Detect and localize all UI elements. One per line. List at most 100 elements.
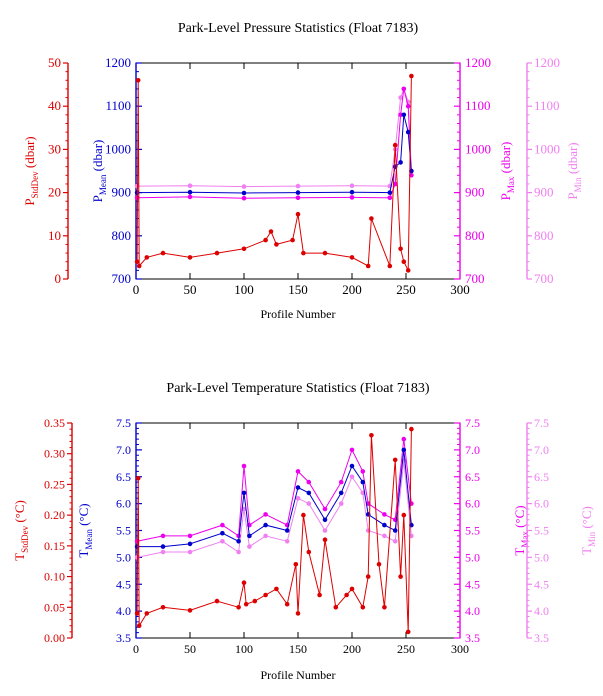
y-axis-label: PStdDev (dbar)	[22, 136, 40, 205]
y-tick-label: 3.5	[116, 631, 131, 645]
data-point	[247, 544, 252, 549]
y-tick-label: 1000	[534, 141, 560, 156]
data-point	[284, 601, 290, 607]
data-point	[290, 237, 295, 243]
y-axis-label-main: T	[76, 550, 91, 558]
y-axis-label-subscript: StdDev	[30, 171, 40, 199]
x-tick-label: 300	[450, 282, 470, 297]
data-point	[387, 263, 393, 269]
y-tick-label: 6.0	[534, 497, 549, 511]
x-tick-label: 200	[342, 282, 362, 297]
x-axis-label: Profile Number	[261, 668, 336, 682]
data-point	[369, 433, 374, 438]
data-point	[295, 496, 301, 501]
data-point	[392, 142, 398, 148]
data-point	[136, 263, 142, 269]
y-axis-label-main: P	[90, 195, 105, 202]
data-point	[401, 447, 407, 453]
data-point	[144, 255, 150, 260]
data-point	[317, 592, 322, 598]
y-tick-label: 1100	[105, 98, 131, 113]
data-point	[392, 539, 398, 544]
data-point	[241, 195, 247, 201]
data-point	[409, 426, 414, 432]
data-point	[236, 539, 241, 544]
data-point	[360, 479, 366, 485]
data-point	[382, 605, 387, 610]
y-tick-label: 1100	[534, 98, 560, 113]
x-tick-label: 150	[288, 282, 308, 297]
data-point	[187, 608, 193, 613]
y-tick-label: 4.0	[465, 604, 480, 618]
y-axis-label-main: P	[565, 192, 580, 199]
y-tick-label: 1200	[105, 55, 131, 70]
series-line	[137, 87, 412, 188]
y-tick-label: 7.5	[534, 416, 549, 430]
y-axis-label-subscript: Mean	[84, 529, 94, 550]
data-point	[187, 194, 193, 200]
data-point	[263, 592, 268, 598]
y-tick-label: 0.25	[44, 477, 65, 491]
y-tick-label: 1000	[105, 141, 131, 156]
data-point	[263, 522, 268, 528]
y-tick-label: 50	[48, 55, 61, 70]
chart-title: Park-Level Pressure Statistics (Float 71…	[178, 21, 419, 36]
y-tick-label: 30	[48, 141, 61, 156]
y-tick-label: 7.0	[534, 443, 549, 457]
data-point	[134, 611, 140, 616]
data-point	[306, 549, 312, 555]
x-tick-label: 100	[235, 642, 253, 656]
data-point	[401, 259, 407, 265]
y-tick-label: 5.5	[116, 524, 131, 538]
y-axis-label-unit: (°C)	[512, 505, 527, 531]
y-tick-label: 7.5	[116, 416, 131, 430]
y-axis-label: TStdDev (°C)	[12, 500, 30, 561]
data-point	[387, 195, 393, 201]
data-point	[382, 533, 387, 539]
data-point	[344, 592, 349, 598]
data-point	[295, 190, 301, 195]
y-axis-label-main: P	[498, 193, 513, 200]
x-tick-label: 0	[133, 642, 139, 656]
y-tick-label: 900	[465, 185, 485, 200]
data-point	[187, 189, 193, 195]
x-tick-label: 200	[343, 642, 361, 656]
data-point	[241, 580, 247, 585]
data-point	[135, 476, 141, 481]
y-tick-label: 7.0	[465, 443, 480, 457]
data-point	[401, 436, 407, 442]
y-axis-label: PMax (dbar)	[498, 142, 516, 201]
y-tick-label: 1100	[465, 98, 491, 113]
data-point	[392, 181, 398, 187]
x-tick-label: 150	[289, 642, 307, 656]
y-tick-label: 5.0	[534, 550, 549, 564]
data-point	[398, 112, 403, 118]
data-point	[338, 490, 344, 496]
y-tick-label: 800	[534, 228, 554, 243]
data-point	[136, 623, 142, 628]
data-point	[263, 512, 268, 517]
data-point	[241, 463, 247, 469]
y-tick-label: 4.5	[465, 577, 480, 591]
data-point	[252, 598, 258, 604]
data-point	[135, 78, 141, 83]
data-point	[187, 541, 193, 547]
data-point	[295, 183, 301, 189]
y-tick-label: 3.5	[465, 631, 480, 645]
data-point	[187, 549, 193, 555]
data-point	[369, 216, 374, 221]
x-tick-label: 50	[184, 642, 196, 656]
y-tick-label: 10	[48, 228, 61, 243]
data-point	[220, 539, 225, 544]
data-point	[360, 605, 366, 610]
data-point	[349, 189, 355, 195]
y-axis-label-subscript: StdDev	[20, 525, 30, 553]
y-axis-label-subscript: Mean	[98, 174, 108, 195]
y-tick-label: 6.5	[465, 470, 480, 484]
data-point	[160, 533, 166, 539]
y-tick-label: 5.0	[465, 550, 480, 564]
data-point	[401, 512, 407, 518]
y-axis-label-unit: (dbar)	[498, 142, 513, 177]
y-axis-label: PMean (dbar)	[90, 140, 108, 203]
data-point	[306, 501, 312, 506]
